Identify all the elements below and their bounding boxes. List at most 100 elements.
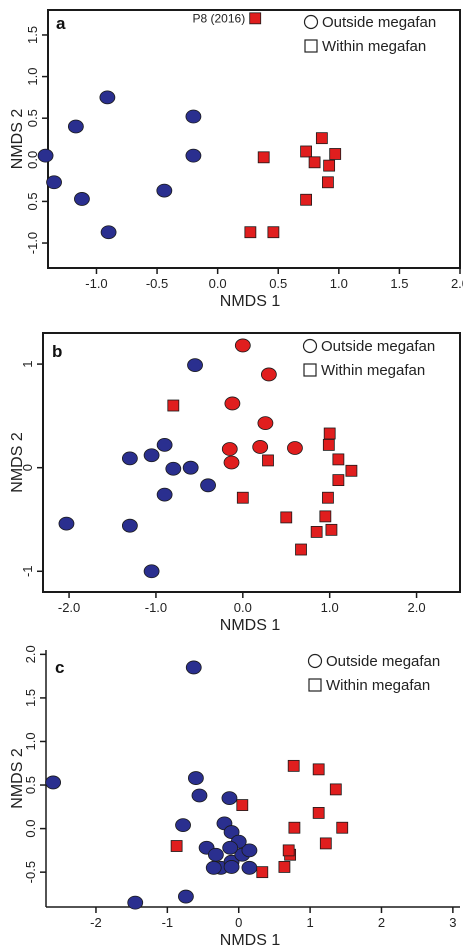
legend-square-icon bbox=[303, 363, 317, 377]
data-point-circle-outside bbox=[58, 516, 75, 531]
y-tick-label: 2.0 bbox=[23, 645, 38, 663]
data-point-square-within bbox=[262, 454, 274, 467]
y-tick-label: 0.0 bbox=[25, 151, 40, 169]
data-point-circle-outside bbox=[121, 518, 138, 533]
x-tick-label: 1 bbox=[306, 915, 313, 930]
legend-circle-icon bbox=[303, 14, 319, 30]
y-tick-label: 0.5 bbox=[23, 776, 38, 794]
point-annotation: P8 (2016) bbox=[193, 11, 246, 25]
data-point-circle-outside bbox=[241, 843, 258, 858]
y-axis-title: NMDS 2 bbox=[9, 109, 26, 170]
y-tick-label: 0.5 bbox=[25, 192, 40, 210]
data-point-circle-outside bbox=[191, 788, 208, 803]
data-point-square-within bbox=[319, 510, 332, 523]
data-point-circle-outside bbox=[187, 358, 203, 373]
data-point-square-within bbox=[257, 151, 270, 164]
legend-label-within: Within megafan bbox=[326, 677, 430, 694]
legend-circle-icon bbox=[302, 338, 318, 354]
y-tick-label: 1.5 bbox=[25, 26, 40, 44]
data-point-square-within bbox=[336, 821, 349, 834]
x-tick-label: 0 bbox=[235, 915, 242, 930]
x-tick-label: 1.0 bbox=[330, 276, 348, 291]
panel-a: -1.0 -0.5 0.0 0.5 1.0 1.5 2.0 -1.0 0.5 0.0 0.5 1.0 1… bbox=[9, 9, 463, 310]
data-point-square-within bbox=[322, 491, 334, 504]
data-point-square-within bbox=[280, 511, 293, 524]
data-point-square-within bbox=[310, 526, 323, 538]
data-point-square-within bbox=[295, 543, 307, 556]
legend-label-outside: Outside megafan bbox=[322, 14, 436, 31]
data-point-circle-within bbox=[224, 396, 241, 411]
x-axis-title: NMDS 1 bbox=[220, 617, 281, 634]
plot-frame bbox=[47, 9, 461, 269]
data-point-circle-outside bbox=[74, 192, 90, 206]
legend-square-icon bbox=[304, 39, 318, 53]
data-point-circle-outside bbox=[156, 487, 173, 502]
data-point-circle-outside bbox=[222, 840, 239, 855]
data-point-circle-within bbox=[287, 441, 303, 455]
x-tick-label: 3 bbox=[449, 915, 456, 930]
y-tick-label: 0.0 bbox=[23, 820, 38, 838]
legend-circle-icon bbox=[307, 653, 323, 669]
data-point-square-within bbox=[278, 861, 291, 873]
x-tick-label: 0.0 bbox=[209, 276, 227, 291]
data-point-square-within bbox=[267, 226, 280, 239]
data-point-circle-outside bbox=[178, 889, 194, 904]
data-point-square-within bbox=[332, 453, 345, 466]
data-point-circle-outside bbox=[37, 148, 54, 163]
data-point-square-within bbox=[244, 226, 257, 239]
y-tick-label: 0.5 bbox=[25, 109, 40, 127]
plot-frame bbox=[42, 332, 461, 593]
data-point-square-within bbox=[256, 866, 269, 879]
data-point-circle-outside bbox=[187, 771, 204, 785]
data-point-square-within bbox=[322, 438, 335, 451]
x-tick-label: 2 bbox=[378, 915, 385, 930]
legend-label-within: Within megafan bbox=[322, 38, 426, 55]
data-point-circle-outside bbox=[143, 564, 160, 579]
data-point-square-within bbox=[236, 799, 249, 811]
data-point-square-within bbox=[322, 176, 334, 189]
data-point-circle-within bbox=[260, 367, 277, 382]
data-point-circle-outside bbox=[185, 148, 202, 163]
data-point-circle-outside bbox=[175, 818, 191, 833]
data-point-square-within bbox=[308, 156, 321, 169]
data-point-square-within bbox=[323, 159, 336, 172]
data-point-square-within bbox=[249, 12, 262, 25]
x-tick-label: -1.0 bbox=[85, 276, 107, 291]
data-point-circle-outside bbox=[200, 478, 216, 493]
data-point-circle-outside bbox=[221, 791, 238, 806]
data-point-circle-outside bbox=[143, 448, 160, 463]
panel-letter: c bbox=[55, 658, 64, 677]
legend-label-outside: Outside megafan bbox=[326, 653, 440, 670]
data-point-square-within bbox=[282, 844, 295, 857]
data-point-circle-outside bbox=[100, 225, 117, 240]
x-tick-label: -2 bbox=[90, 915, 102, 930]
x-tick-label: 2.0 bbox=[451, 276, 463, 291]
data-point-circle-outside bbox=[185, 660, 202, 675]
data-point-circle-outside bbox=[205, 860, 222, 875]
data-point-circle-outside bbox=[156, 437, 173, 452]
data-point-square-within bbox=[236, 491, 249, 504]
y-tick-label: -1.0 bbox=[25, 232, 40, 254]
legend-label-outside: Outside megafan bbox=[321, 338, 435, 355]
data-point-circle-outside bbox=[241, 860, 258, 875]
x-tick-label: 0.5 bbox=[269, 276, 287, 291]
data-point-square-within bbox=[167, 399, 180, 412]
data-point-square-within bbox=[300, 145, 313, 158]
data-point-circle-outside bbox=[99, 90, 116, 105]
y-tick-label: 1.0 bbox=[25, 68, 40, 86]
data-point-square-within bbox=[315, 132, 328, 145]
panel-letter: b bbox=[52, 342, 62, 361]
data-point-square-within bbox=[332, 474, 345, 487]
y-tick-label: 1.5 bbox=[23, 689, 38, 707]
panel-c: -2 -1 0 1 2 3 -0.5 0.0 0.5 1.0 1.5 2.0 NMDS 1 NMDS 2 c… bbox=[9, 645, 460, 947]
data-point-square-within bbox=[319, 837, 332, 850]
data-point-circle-outside bbox=[45, 775, 62, 790]
legend-square-icon bbox=[308, 678, 322, 692]
x-tick-label: -1 bbox=[162, 915, 174, 930]
data-point-circle-outside bbox=[156, 183, 173, 198]
data-point-square-within bbox=[325, 523, 338, 536]
y-axis-title: NMDS 2 bbox=[9, 748, 26, 809]
x-tick-label: 0.0 bbox=[234, 600, 252, 615]
data-point-circle-outside bbox=[165, 461, 182, 476]
